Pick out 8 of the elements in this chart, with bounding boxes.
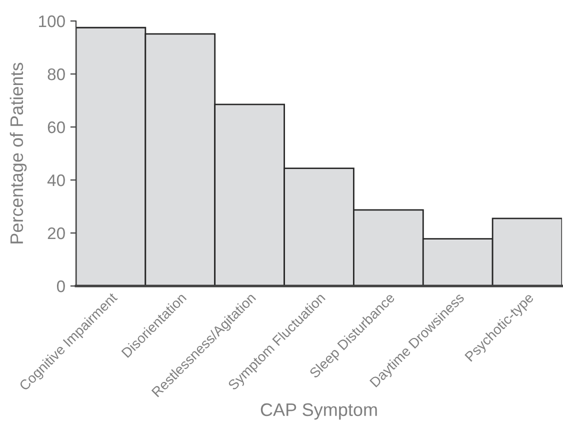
y-axis-title: Percentage of Patients (10, 62, 27, 244)
y-tick-label: 100 (39, 15, 65, 28)
y-tick-label: 80 (48, 68, 65, 80)
x-axis-title: CAP Symptom (260, 403, 377, 420)
y-tick-label: 40 (47, 174, 65, 186)
y-tick-label: 20 (48, 227, 65, 240)
y-tick-label: 0 (56, 280, 65, 292)
y-tick-label: 60 (48, 121, 65, 134)
